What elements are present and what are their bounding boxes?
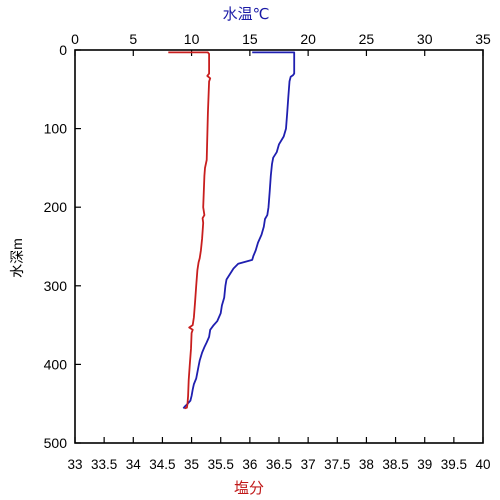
bottom-axis-ticks: 33 33.5 34 34.5 35 35.5 36 36.5 37 37.5 38 38.5 39 39… (67, 437, 491, 472)
top-tick-label: 15 (242, 31, 258, 47)
bottom-tick-label: 34 (126, 457, 142, 472)
bottom-tick-label: 33.5 (91, 457, 117, 472)
top-tick-label: 35 (475, 31, 491, 47)
plot-frame (74, 49, 484, 444)
bottom-tick-label: 34.5 (149, 457, 175, 472)
top-tick-label: 10 (184, 31, 200, 47)
bottom-tick-label: 39 (417, 457, 432, 472)
bottom-tick-label: 35.5 (208, 457, 234, 472)
series-layer (168, 51, 296, 410)
depth-tick-label: 0 (59, 42, 67, 58)
depth-tick-label: 200 (44, 199, 68, 215)
top-tick-label: 25 (359, 31, 375, 47)
top-tick-label: 30 (417, 31, 433, 47)
salinity-line (168, 51, 212, 410)
top-tick-label: 0 (71, 31, 79, 47)
bottom-tick-label: 40 (475, 457, 490, 472)
bottom-tick-label: 38.5 (382, 457, 408, 472)
top-tick-label: 20 (300, 31, 316, 47)
bottom-tick-label: 38 (359, 457, 374, 472)
bottom-tick-label: 37.5 (324, 457, 350, 472)
bottom-axis-title: 塩分 (234, 480, 264, 497)
top-tick-label: 5 (129, 31, 137, 47)
left-axis-ticks: 0 100 200 300 400 500 (44, 42, 81, 451)
depth-tick-label: 400 (44, 356, 68, 372)
bottom-tick-label: 39.5 (441, 457, 467, 472)
bottom-tick-label: 36.5 (266, 457, 292, 472)
water-temperature-line (182, 51, 296, 409)
top-axis-title: 水温℃ (223, 6, 270, 23)
top-axis-ticks: 0 5 10 15 20 25 30 35 (71, 31, 491, 56)
bottom-tick-label: 36 (242, 457, 257, 472)
depth-tick-label: 100 (44, 121, 68, 137)
bottom-tick-label: 33 (67, 457, 82, 472)
bottom-tick-label: 35 (184, 457, 199, 472)
depth-tick-label: 500 (44, 435, 68, 451)
bottom-tick-label: 37 (301, 457, 316, 472)
left-axis-title: 水深m (9, 238, 25, 278)
depth-tick-label: 300 (44, 278, 68, 294)
